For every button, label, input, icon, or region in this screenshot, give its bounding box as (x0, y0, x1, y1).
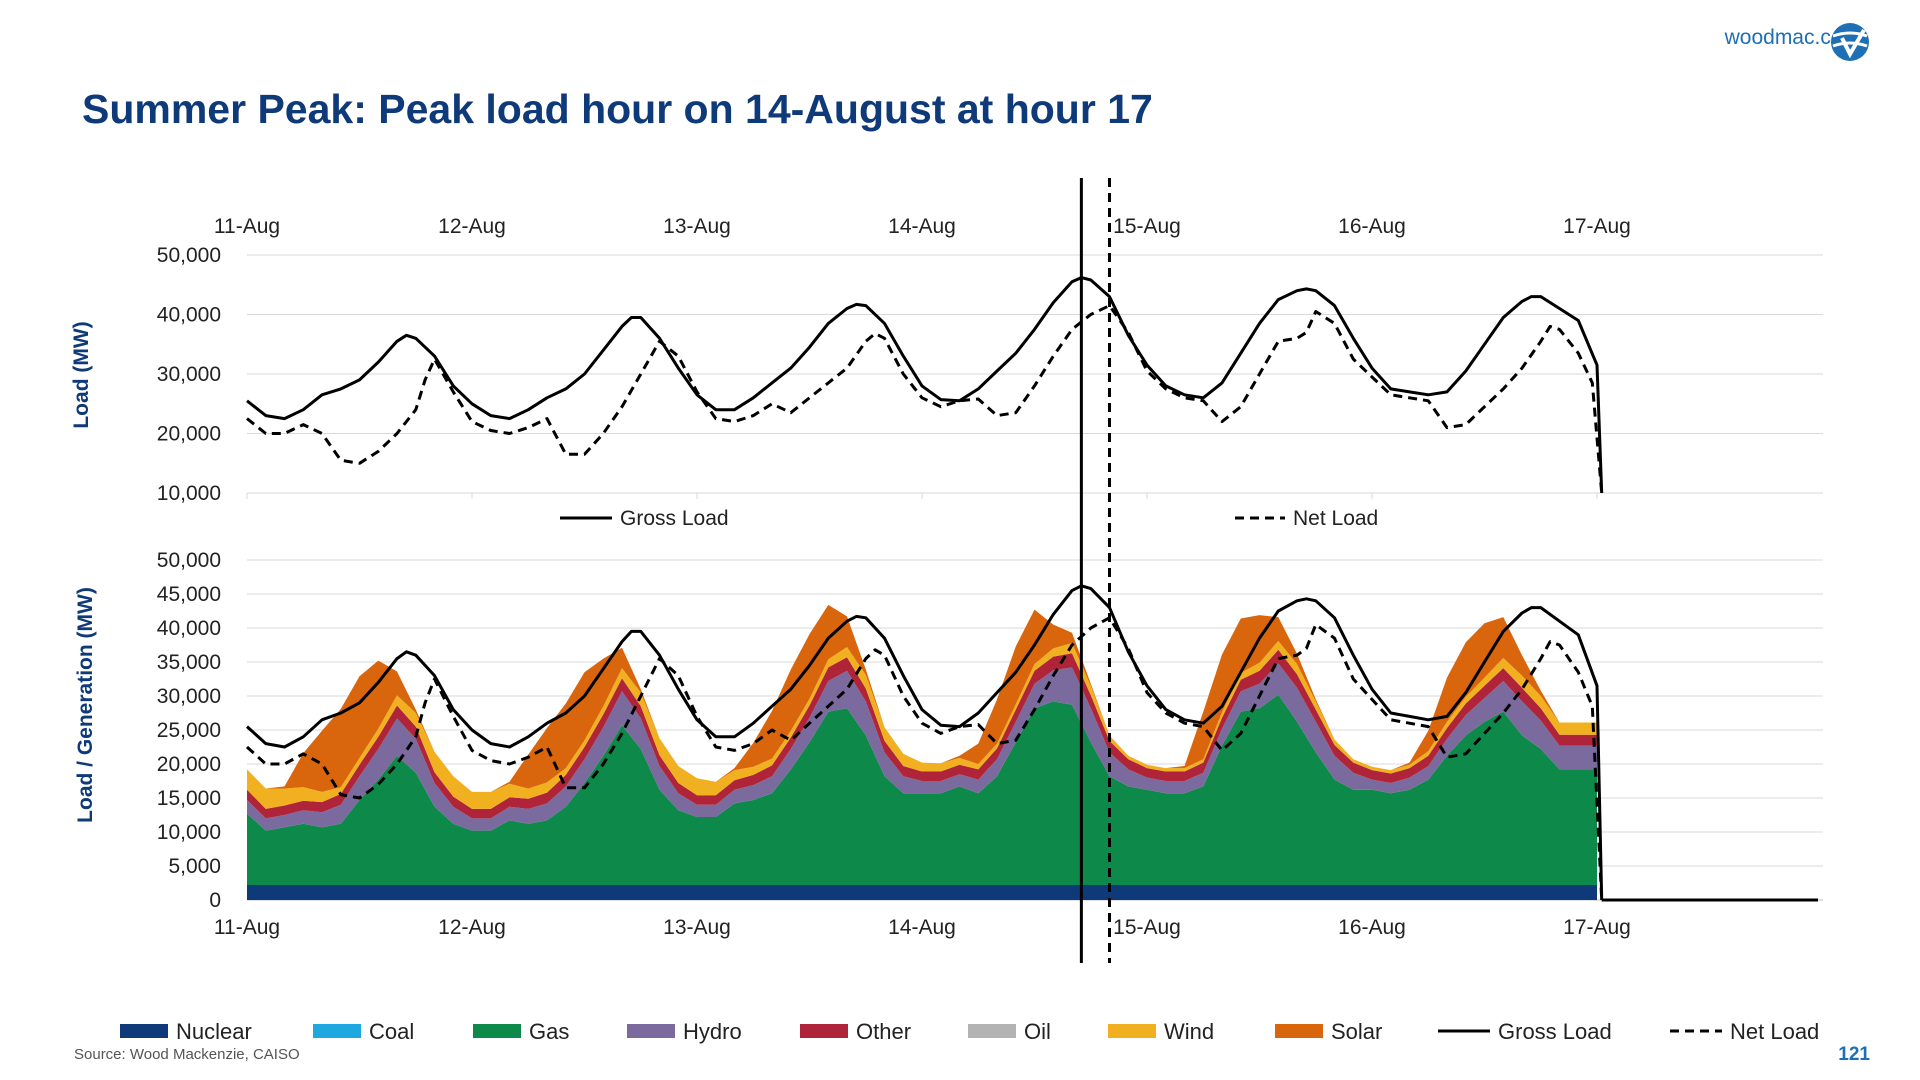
bottom-x-tick-label: 11-Aug (214, 916, 280, 939)
area-nuclear (247, 885, 1597, 900)
legend-swatch-other (800, 1024, 848, 1038)
top-x-tick-label: 11-Aug (214, 215, 280, 238)
top-x-tick-label: 15-Aug (1113, 215, 1181, 238)
bottom-x-tick-label: 15-Aug (1113, 916, 1181, 939)
top-y-axis-label: Load (MW) (70, 321, 93, 428)
top-x-tick-label: 17-Aug (1563, 215, 1631, 238)
top-x-tick-label: 14-Aug (888, 215, 956, 238)
legend-swatch-solar (1275, 1024, 1323, 1038)
bottom-y-tick-label: 0 (209, 889, 221, 912)
bottom-y-tick-label: 45,000 (157, 583, 221, 606)
top-y-tick-label: 20,000 (157, 423, 221, 446)
legend-label-net-load: Net Load (1730, 1019, 1819, 1044)
legend-swatch-nuclear (120, 1024, 168, 1038)
top-gross-load-line (246, 276, 1604, 494)
legend-swatch-gas (473, 1024, 521, 1038)
bottom-x-tick-label: 17-Aug (1563, 916, 1631, 939)
area-solar (247, 604, 1597, 792)
legend-label-gross-load: Gross Load (1498, 1019, 1612, 1044)
bottom-y-tick-label: 5,000 (168, 855, 221, 878)
bottom-y-axis-label: Load / Generation (MW) (74, 587, 97, 823)
top-legend-gross-load: Gross Load (620, 507, 729, 530)
legend-label-oil: Oil (1024, 1019, 1051, 1044)
legend-swatch-oil (968, 1024, 1016, 1038)
bottom-chart: 11-Aug 12-Aug 13-Aug 14-Aug 15-Aug 16-Aug 17-A… (74, 549, 1823, 939)
legend-label-coal: Coal (369, 1019, 414, 1044)
bottom-legend: Nuclear Coal Gas Hydro Other Oil Wind Solar Gros… (120, 1019, 1819, 1044)
legend-label-hydro: Hydro (683, 1019, 742, 1044)
bottom-x-tick-label: 13-Aug (663, 916, 731, 939)
area-hydro (247, 663, 1597, 831)
bottom-y-tick-label: 25,000 (157, 719, 221, 742)
legend-label-wind: Wind (1164, 1019, 1214, 1044)
legend-label-nuclear: Nuclear (176, 1019, 252, 1044)
bottom-y-tick-label: 10,000 (157, 821, 221, 844)
legend-label-other: Other (856, 1019, 911, 1044)
top-y-tick-label: 10,000 (157, 482, 221, 505)
top-net-load-line (246, 304, 1604, 494)
bottom-x-tick-label: 12-Aug (438, 916, 506, 939)
woodmac-globe-icon (1831, 23, 1869, 61)
bottom-x-tick-label: 16-Aug (1338, 916, 1406, 939)
bottom-y-tick-label: 40,000 (157, 617, 221, 640)
bottom-y-tick-label: 50,000 (157, 549, 221, 572)
top-chart: 11-Aug 12-Aug 13-Aug 14-Aug 15-Aug 16-Aug 17-A… (70, 215, 1823, 530)
top-x-tick-label: 16-Aug (1338, 215, 1406, 238)
top-y-tick-label: 50,000 (157, 244, 221, 267)
top-y-tick-label: 30,000 (157, 363, 221, 386)
legend-swatch-hydro (627, 1024, 675, 1038)
top-legend: Gross Load Net Load (560, 507, 1378, 530)
bottom-y-tick-label: 20,000 (157, 753, 221, 776)
bottom-y-tick-label: 30,000 (157, 685, 221, 708)
area-other (247, 649, 1597, 819)
bottom-gross-load-line (245, 584, 1604, 901)
page-title: Summer Peak: Peak load hour on 14-August… (82, 86, 1153, 132)
top-x-tick-label: 13-Aug (663, 215, 731, 238)
bottom-y-tick-label: 35,000 (157, 651, 221, 674)
woodmac-link[interactable]: woodmac.com (1724, 26, 1860, 49)
legend-label-gas: Gas (529, 1019, 569, 1044)
top-y-tick-label: 40,000 (157, 304, 221, 327)
source-note: Source: Wood Mackenzie, CAISO (74, 1046, 300, 1063)
bottom-x-tick-label: 14-Aug (888, 916, 956, 939)
top-x-tick-label: 12-Aug (438, 215, 506, 238)
area-gas (247, 694, 1597, 885)
top-legend-net-load: Net Load (1293, 507, 1378, 530)
bottom-net-load-line (245, 616, 1604, 901)
area-wind (247, 640, 1597, 809)
page-number: 121 (1838, 1044, 1870, 1065)
legend-label-solar: Solar (1331, 1019, 1382, 1044)
bottom-y-tick-label: 15,000 (157, 787, 221, 810)
legend-swatch-wind (1108, 1024, 1156, 1038)
legend-swatch-coal (313, 1024, 361, 1038)
